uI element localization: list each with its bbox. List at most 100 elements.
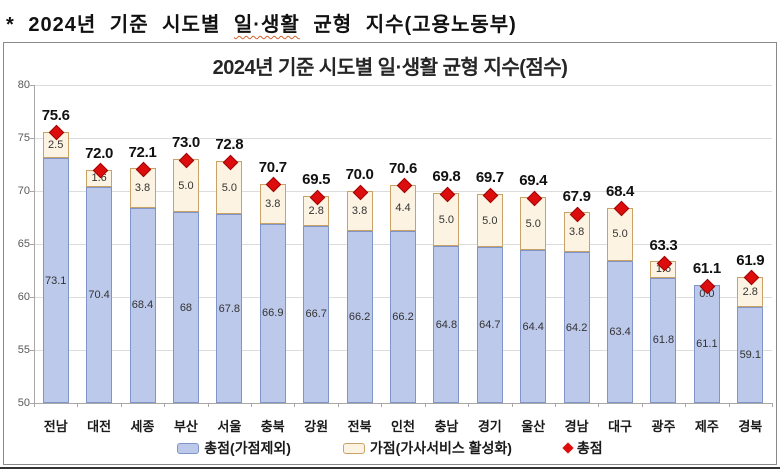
y-axis-tick-label: 80 <box>17 79 30 91</box>
x-axis-tick <box>337 403 339 407</box>
bar-base-segment <box>607 260 634 403</box>
x-axis-category-label: 전북 <box>347 419 372 434</box>
bar-base-value: 66.7 <box>305 308 327 321</box>
bar-base-segment <box>172 212 199 403</box>
x-axis-tick <box>598 403 600 407</box>
legend-item-total: 총점 <box>562 438 603 458</box>
x-axis-category-label: 서울 <box>217 419 242 434</box>
bar-base-value: 63.4 <box>609 325 631 338</box>
bar-base-value: 59.1 <box>739 348 761 361</box>
x-axis-category-label: 인천 <box>391 419 415 434</box>
page-title: * 2024년 기준 시도별 일·생활 균형 지수(고용노동부) <box>6 8 517 37</box>
bar-bonus-value: 4.4 <box>395 201 411 214</box>
legend-label-base: 총점(가점제외) <box>204 440 291 456</box>
bar-bonus-value: 2.5 <box>48 138 64 151</box>
bar-bonus-segment <box>607 207 634 261</box>
page-title-prefix: * 2024년 기준 시도별 <box>6 14 234 36</box>
y-axis-tick-label: 55 <box>17 344 30 356</box>
bar-base-value: 61.1 <box>696 338 718 351</box>
bar-base-value: 66.9 <box>262 307 284 320</box>
page-title-spellchecked-word: 일·생활 <box>233 14 300 36</box>
y-gridline <box>34 403 772 404</box>
bar-base-segment <box>86 186 113 403</box>
bar-base-value: 68.4 <box>131 299 154 312</box>
bar-bonus-value: 5.0 <box>178 179 194 192</box>
bar-base-segment <box>520 250 547 403</box>
plot-area: 50 55 60 65 70 75 80 73.1 2.5 75.6 전남 70.4 1.6 72.0 대전… <box>4 43 776 464</box>
x-axis-category-label: 전남 <box>43 419 68 434</box>
x-axis-category-label: 부산 <box>173 419 198 434</box>
bar-bonus-value: 3.8 <box>265 197 281 210</box>
bar-base-segment <box>390 231 416 403</box>
bonus-series-swatch-icon <box>342 442 365 454</box>
bar-base-segment <box>563 252 590 403</box>
x-axis-category-label: 경남 <box>564 419 589 434</box>
total-value-label: 70.0 <box>345 166 374 183</box>
y-axis-tick-label: 75 <box>17 132 30 144</box>
y-axis-tick <box>30 297 34 298</box>
bar-base-value: 67.8 <box>218 302 241 315</box>
bar-base-segment <box>650 277 677 403</box>
bar-base-value: 64.7 <box>479 319 501 332</box>
bar-base-value: 68 <box>179 301 193 314</box>
x-axis-category-label: 울산 <box>521 419 546 434</box>
total-value-label: 69.8 <box>432 168 461 186</box>
legend-item-bonus: 가점(가사서비스 활성화) <box>342 438 512 458</box>
bar-base-value: 64.4 <box>522 320 544 333</box>
x-axis-tick <box>424 403 426 407</box>
bar-base-value: 66.2 <box>392 311 414 324</box>
y-axis-line <box>34 85 35 407</box>
legend-label-total: 총점 <box>576 440 603 456</box>
total-value-label: 73.0 <box>171 134 200 152</box>
x-axis-tick <box>685 403 687 407</box>
bar-bonus-value: 5.0 <box>525 217 541 230</box>
total-value-label: 69.7 <box>475 169 504 187</box>
x-axis-category-label: 대전 <box>87 419 112 434</box>
y-axis-tick-label: 65 <box>17 238 30 250</box>
chart-title: 2024년 기준 시도별 일·생활 균형 지수(점수) <box>212 57 568 79</box>
x-axis-tick <box>772 403 773 407</box>
x-axis-tick <box>641 403 643 407</box>
y-axis-tick-label: 50 <box>17 397 30 409</box>
y-axis-tick <box>30 138 34 139</box>
y-axis-tick-label: 60 <box>17 291 30 303</box>
bar-bonus-value: 3.8 <box>568 226 585 239</box>
total-value-label: 69.4 <box>519 172 548 190</box>
total-value-label: 69.5 <box>302 171 331 189</box>
base-series-swatch-icon <box>177 442 200 454</box>
x-axis-category-label: 충북 <box>260 419 285 434</box>
x-axis-tick <box>77 403 79 407</box>
total-value-label: 68.4 <box>606 182 635 200</box>
bar-bonus-segment <box>129 167 156 208</box>
y-axis-tick <box>30 350 34 351</box>
total-value-label: 61.1 <box>692 260 721 278</box>
total-value-label: 70.7 <box>258 158 287 176</box>
total-value-label: 72.8 <box>215 136 244 154</box>
bar-base-segment <box>216 214 243 403</box>
bar-bonus-segment <box>520 197 547 251</box>
bar-bonus-value: 5.0 <box>221 181 237 194</box>
bar-bonus-value: 5.0 <box>482 214 498 227</box>
chart-frame: 2024년 기준 시도별 일·생활 균형 지수(점수) 50 55 60 65 70 75… <box>3 42 777 465</box>
bar-bonus-value: 5.0 <box>438 213 455 226</box>
bottom-divider <box>0 467 780 469</box>
bar-bonus-value: 3.8 <box>134 181 151 194</box>
x-axis-tick <box>468 403 470 407</box>
x-axis-category-label: 경기 <box>477 419 502 434</box>
total-value-label: 67.9 <box>562 188 591 206</box>
x-axis-category-label: 충남 <box>434 419 459 434</box>
total-value-label: 63.3 <box>649 237 678 255</box>
bar-base-segment <box>259 223 286 403</box>
x-axis-tick <box>728 403 730 407</box>
y-gridline <box>34 85 772 86</box>
bar-bonus-segment <box>216 161 243 215</box>
y-axis-tick <box>30 85 34 86</box>
total-value-label: 75.6 <box>41 106 70 124</box>
bar-base-segment <box>476 247 503 403</box>
x-axis-tick <box>294 403 296 407</box>
bar-base-segment <box>693 285 720 403</box>
bar-bonus-segment <box>476 194 503 248</box>
bar-base-segment <box>129 207 156 403</box>
bar-bonus-segment <box>172 159 199 213</box>
